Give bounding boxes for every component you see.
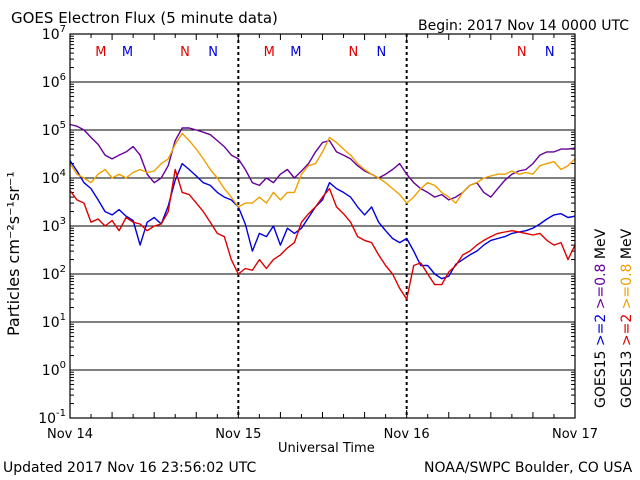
satellite-marker: N bbox=[180, 45, 190, 60]
x-axis-label: Universal Time bbox=[278, 441, 375, 456]
satellite-marker: M bbox=[122, 45, 133, 60]
source-credit: NOAA/SWPC Boulder, CO USA bbox=[424, 460, 633, 476]
y-tick-label: 103 bbox=[42, 216, 66, 235]
satellite-marker: M bbox=[290, 45, 301, 60]
x-tick-label: Nov 15 bbox=[215, 427, 261, 442]
updated-timestamp: Updated 2017 Nov 16 23:56:02 UTC bbox=[3, 460, 257, 476]
plot-frame bbox=[69, 33, 576, 419]
series-line bbox=[69, 160, 576, 280]
series-line bbox=[69, 168, 576, 300]
chart-title: GOES Electron Flux (5 minute data) bbox=[11, 9, 278, 27]
satellite-marker: M bbox=[95, 45, 106, 60]
satellite-marker: N bbox=[348, 45, 358, 60]
y-tick-label: 105 bbox=[42, 120, 66, 139]
y-axis-label: Particles cm⁻²s⁻¹sr⁻¹ bbox=[4, 171, 23, 336]
series-line bbox=[69, 132, 576, 208]
y-tick-label: 102 bbox=[42, 264, 66, 283]
y-tick-label: 10-1 bbox=[38, 408, 66, 427]
y-tick-label: 100 bbox=[42, 360, 66, 379]
x-tick-label: Nov 17 bbox=[552, 427, 598, 442]
x-tick-label: Nov 16 bbox=[384, 427, 430, 442]
satellite-marker: N bbox=[377, 45, 387, 60]
satellite-marker: N bbox=[208, 45, 218, 60]
satellite-marker: N bbox=[517, 45, 527, 60]
legend-goes13: GOES13 >=2 >=0.8 MeV bbox=[619, 228, 635, 408]
y-tick-label: 107 bbox=[42, 24, 66, 43]
legend-goes15: GOES15 >=2 >=0.8 MeV bbox=[593, 228, 609, 408]
satellite-marker: N bbox=[545, 45, 555, 60]
series-line bbox=[69, 123, 576, 201]
y-tick-label: 104 bbox=[42, 168, 66, 187]
y-tick-label: 106 bbox=[42, 72, 66, 91]
begin-time: Begin: 2017 Nov 14 0000 UTC bbox=[418, 18, 629, 34]
x-tick-label: Nov 14 bbox=[47, 427, 93, 442]
satellite-marker: M bbox=[264, 45, 275, 60]
y-tick-label: 101 bbox=[42, 312, 66, 331]
